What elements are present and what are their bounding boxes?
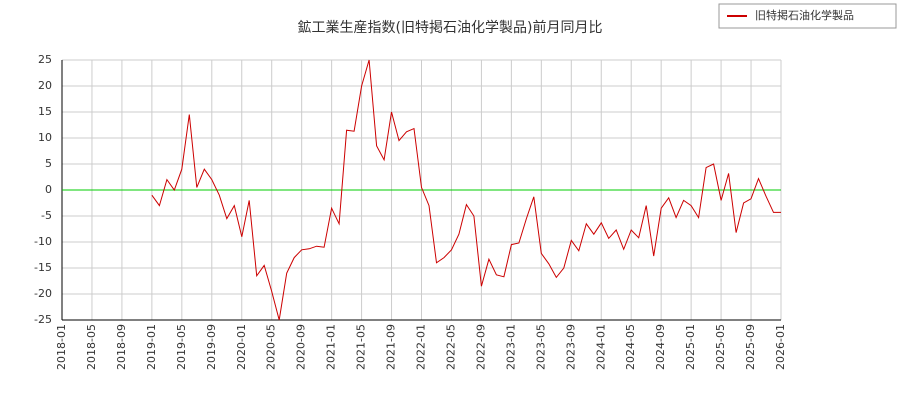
x-tick-label: 2023-09	[564, 324, 577, 370]
x-tick-label: 2020-09	[295, 324, 308, 370]
x-tick-label: 2023-05	[534, 324, 547, 370]
y-tick-label: -20	[34, 287, 52, 300]
y-tick-label: 20	[38, 79, 52, 92]
y-tick-label: -15	[34, 261, 52, 274]
y-tick-label: 10	[38, 131, 52, 144]
x-tick-label: 2020-01	[235, 324, 248, 370]
y-tick-label: 0	[45, 183, 52, 196]
y-tick-label: 15	[38, 105, 52, 118]
x-tick-label: 2022-05	[444, 324, 457, 370]
x-tick-label: 2024-09	[654, 324, 667, 370]
x-tick-label: 2022-01	[415, 324, 428, 370]
legend-label: 旧特掲石油化学製品	[755, 8, 854, 22]
x-tick-label: 2021-01	[325, 324, 338, 370]
y-tick-label: -5	[41, 209, 52, 222]
x-tick-label: 2024-05	[624, 324, 637, 370]
data-line	[151, 59, 781, 321]
x-tick-label: 2018-05	[85, 324, 98, 370]
x-tick-label: 2019-01	[145, 324, 158, 370]
x-tick-label: 2019-09	[205, 324, 218, 370]
x-tick-label: 2021-05	[355, 324, 368, 370]
x-tick-label: 2025-09	[744, 324, 757, 370]
x-tick-label: 2018-09	[115, 324, 128, 370]
y-tick-label: -10	[34, 235, 52, 248]
x-tick-label: 2026-01	[774, 324, 787, 370]
chart-title: 鉱工業生産指数(旧特掲石油化学製品)前月同月比	[298, 19, 603, 36]
x-tick-label: 2021-09	[385, 324, 398, 370]
x-tick-label: 2023-01	[504, 324, 517, 370]
x-tick-label: 2022-09	[474, 324, 487, 370]
legend-box	[718, 3, 897, 29]
x-tick-label: 2024-01	[594, 324, 607, 370]
x-tick-label: 2025-05	[714, 324, 727, 370]
x-tick-label: 2020-05	[265, 324, 278, 370]
legend: 旧特掲石油化学製品	[718, 3, 897, 29]
x-tick-label: 2018-01	[55, 324, 68, 370]
y-tick-label: -25	[34, 313, 52, 326]
y-tick-label: 25	[38, 53, 52, 66]
y-tick-label: 5	[45, 157, 52, 170]
x-tick-label: 2019-05	[175, 324, 188, 370]
x-tick-label: 2025-01	[684, 324, 697, 370]
